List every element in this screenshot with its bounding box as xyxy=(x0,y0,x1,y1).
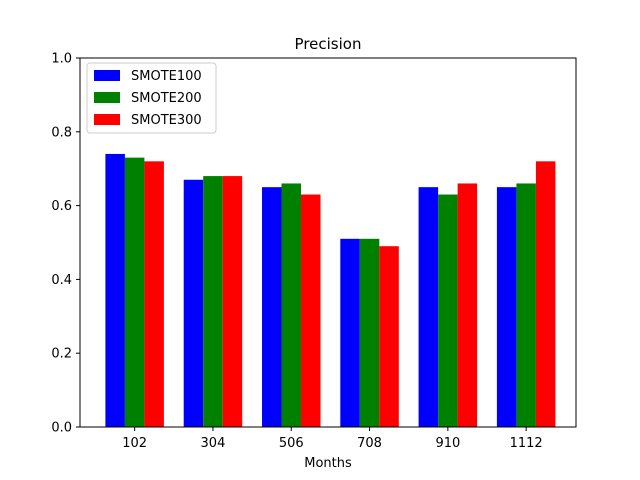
x-tick-label: 910 xyxy=(435,436,460,451)
legend-swatch-smote100 xyxy=(94,70,120,81)
x-tick-label: 304 xyxy=(201,436,226,451)
bars-group xyxy=(105,153,556,427)
y-tick-label: 0.6 xyxy=(51,199,72,214)
bar-smote200-102 xyxy=(124,157,145,427)
bar-smote300-506 xyxy=(301,194,321,427)
bar-smote300-910 xyxy=(457,183,478,427)
legend-label-smote100: SMOTE100 xyxy=(131,69,202,84)
plot-frame xyxy=(79,57,577,428)
y-tick-label: 0.4 xyxy=(51,273,72,288)
y-tick-label: 1.0 xyxy=(51,52,72,67)
bar-smote100-1112 xyxy=(496,187,517,427)
bar-smote200-910 xyxy=(438,194,458,427)
bar-smote100-304 xyxy=(183,179,204,427)
y-tick-label: 0.0 xyxy=(51,421,72,436)
bar-smote100-102 xyxy=(105,153,125,427)
bar-smote100-910 xyxy=(418,187,439,427)
x-axis: 102 304 506 708 910 1112 xyxy=(122,427,543,451)
legend-swatch-smote300 xyxy=(94,114,120,125)
legend-label-smote200: SMOTE200 xyxy=(131,91,202,106)
x-tick-label: 506 xyxy=(279,436,304,451)
y-tick-label: 0.2 xyxy=(51,347,72,362)
x-tick-label: 102 xyxy=(122,436,147,451)
bar-smote200-304 xyxy=(203,176,223,427)
y-axis: 0.0 0.2 0.4 0.6 0.8 1.0 xyxy=(51,52,80,436)
bar-smote200-1112 xyxy=(516,183,536,427)
bar-smote300-708 xyxy=(379,246,399,427)
x-axis-label: Months xyxy=(304,456,352,471)
bar-smote200-506 xyxy=(281,183,302,427)
legend-label-smote300: SMOTE300 xyxy=(131,113,202,128)
bar-smote200-708 xyxy=(359,238,380,427)
bar-smote300-1112 xyxy=(535,161,556,427)
bar-smote100-708 xyxy=(340,238,360,427)
legend-swatch-smote200 xyxy=(94,92,120,103)
x-tick-label: 1112 xyxy=(510,436,543,451)
chart-title: Precision xyxy=(295,35,362,53)
legend: SMOTE100 SMOTE200 SMOTE300 xyxy=(86,62,217,134)
bar-smote100-506 xyxy=(262,187,282,427)
bar-smote300-304 xyxy=(222,176,243,427)
x-tick-label: 708 xyxy=(357,436,382,451)
bar-smote300-102 xyxy=(144,161,164,427)
y-tick-label: 0.8 xyxy=(51,125,72,140)
